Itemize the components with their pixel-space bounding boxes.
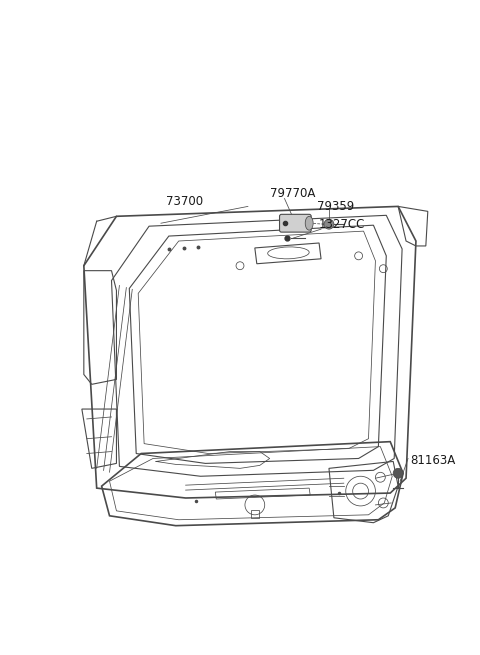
Text: 73700: 73700 (166, 195, 203, 208)
Text: 79770A: 79770A (270, 187, 315, 200)
Circle shape (324, 219, 334, 229)
FancyBboxPatch shape (279, 214, 311, 232)
Bar (251, 510, 259, 517)
Text: 79359: 79359 (317, 200, 354, 213)
Text: 1327CC: 1327CC (319, 217, 365, 231)
Ellipse shape (305, 216, 313, 230)
Text: 81163A: 81163A (410, 454, 455, 467)
Circle shape (393, 468, 403, 478)
